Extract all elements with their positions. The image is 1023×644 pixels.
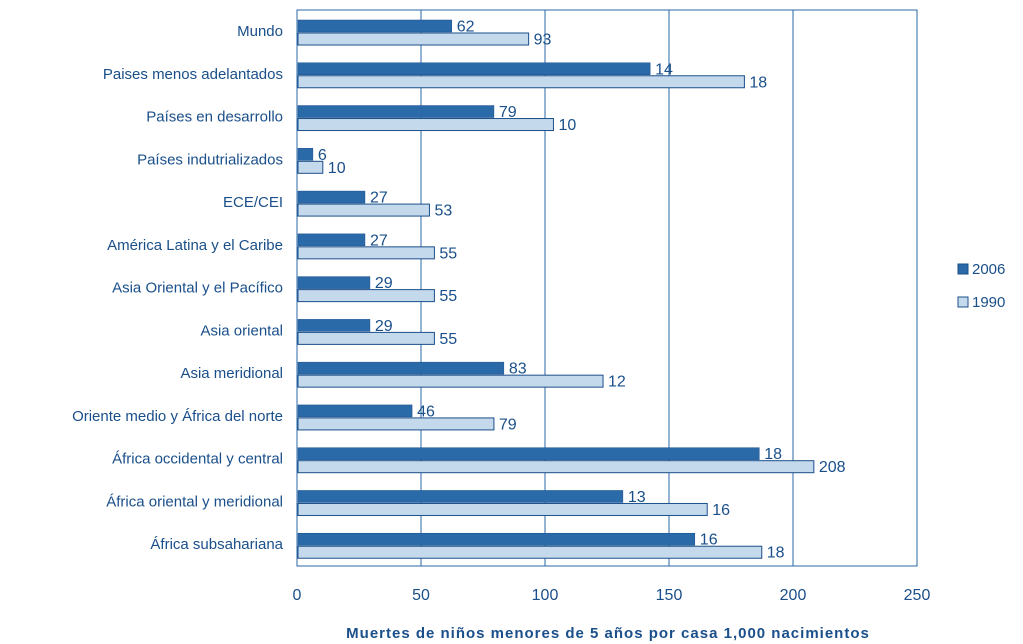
x-tick-label: 100 xyxy=(532,587,559,604)
data-label-1990: 10 xyxy=(558,117,576,134)
bar-2006 xyxy=(297,361,505,375)
data-label-2006: 14 xyxy=(655,61,673,78)
bar-2006 xyxy=(297,19,453,33)
category-label: Paises menos adelantados xyxy=(103,66,283,83)
bars-group: 6293141879106102753275529552955831246791… xyxy=(297,19,846,562)
legend-label-2006: 2006 xyxy=(972,261,1005,278)
legend-swatch-2006 xyxy=(957,263,969,275)
data-label-2006: 18 xyxy=(764,446,782,463)
data-label-1990: 55 xyxy=(439,288,457,305)
x-tick-label: 200 xyxy=(780,587,807,604)
x-tick-label: 250 xyxy=(904,587,931,604)
x-axis-label: Muertes de niños menores de 5 años por c… xyxy=(346,625,870,642)
legend-label-1990: 1990 xyxy=(972,294,1005,311)
bar-1990 xyxy=(297,417,495,431)
data-label-1990: 208 xyxy=(819,459,846,476)
bar-1990 xyxy=(297,32,530,46)
x-tick-label: 0 xyxy=(293,587,302,604)
data-label-1990: 79 xyxy=(499,416,517,433)
x-tick-label: 50 xyxy=(412,587,430,604)
data-label-2006: 29 xyxy=(375,275,393,292)
category-label: África occidental y central xyxy=(112,451,283,468)
data-label-2006: 13 xyxy=(628,489,646,506)
category-label: África subsahariana xyxy=(150,536,283,553)
data-label-2006: 83 xyxy=(509,361,527,378)
bar-1990 xyxy=(297,118,554,132)
category-label: Asia Oriental y el Pacífico xyxy=(112,280,283,297)
data-label-2006: 16 xyxy=(700,532,718,549)
data-label-1990: 10 xyxy=(328,160,346,177)
bar-1990 xyxy=(297,460,815,474)
data-label-1990: 18 xyxy=(767,545,785,562)
data-label-1990: 55 xyxy=(439,245,457,262)
data-label-1990: 12 xyxy=(608,374,626,391)
data-label-1990: 55 xyxy=(439,331,457,348)
category-label: Asia oriental xyxy=(200,322,283,339)
bar-1990 xyxy=(297,374,604,388)
legend-swatch-1990 xyxy=(957,296,969,308)
bar-1990 xyxy=(297,289,435,303)
category-label: Asia meridional xyxy=(180,365,283,382)
bar-2006 xyxy=(297,490,624,503)
bar-1990 xyxy=(297,331,435,345)
bar-2006 xyxy=(297,447,760,460)
bar-2006 xyxy=(297,233,366,247)
bar-2006 xyxy=(297,190,366,204)
category-label: Países en desarrollo xyxy=(146,109,283,126)
category-label: ECE/CEI xyxy=(223,194,283,211)
bar-1990 xyxy=(297,246,435,260)
bar-1990 xyxy=(297,545,763,559)
legend: 2006 1990 xyxy=(957,261,1005,311)
category-label: África oriental y meridional xyxy=(106,493,283,510)
bar-2006 xyxy=(297,404,413,418)
x-tick-labels: 0 50 100 150 200 250 xyxy=(293,587,931,604)
bar-1990 xyxy=(297,502,708,516)
data-label-1990: 93 xyxy=(534,32,552,49)
category-label: Países indutrializados xyxy=(137,151,283,168)
bar-2006 xyxy=(297,319,371,332)
data-label-1990: 53 xyxy=(434,203,452,220)
bar-2006 xyxy=(297,62,651,76)
grid-lines xyxy=(296,10,918,566)
data-label-2006: 27 xyxy=(370,190,388,207)
bar-1990 xyxy=(297,160,324,174)
category-labels: Mundo Paises menos adelantados Países en d… xyxy=(72,23,284,553)
data-label-2006: 29 xyxy=(375,318,393,335)
bar-2006 xyxy=(297,532,696,546)
bar-1990 xyxy=(297,75,745,89)
bar-1990 xyxy=(297,203,430,217)
data-label-2006: 27 xyxy=(370,232,388,249)
data-label-2006: 79 xyxy=(499,104,517,121)
bar-2006 xyxy=(297,148,314,161)
category-label: América Latina y el Caribe xyxy=(107,237,283,254)
data-label-2006: 46 xyxy=(417,403,435,420)
data-label-1990: 16 xyxy=(712,502,730,519)
bar-2006 xyxy=(297,276,371,289)
data-label-1990: 18 xyxy=(749,74,767,91)
category-label: Mundo xyxy=(237,23,283,40)
data-label-2006: 62 xyxy=(457,19,475,36)
bar-2006 xyxy=(297,105,495,118)
data-label-2006: 6 xyxy=(318,147,327,164)
category-label: Oriente medio y África del norte xyxy=(72,408,283,425)
x-tick-label: 150 xyxy=(656,587,683,604)
